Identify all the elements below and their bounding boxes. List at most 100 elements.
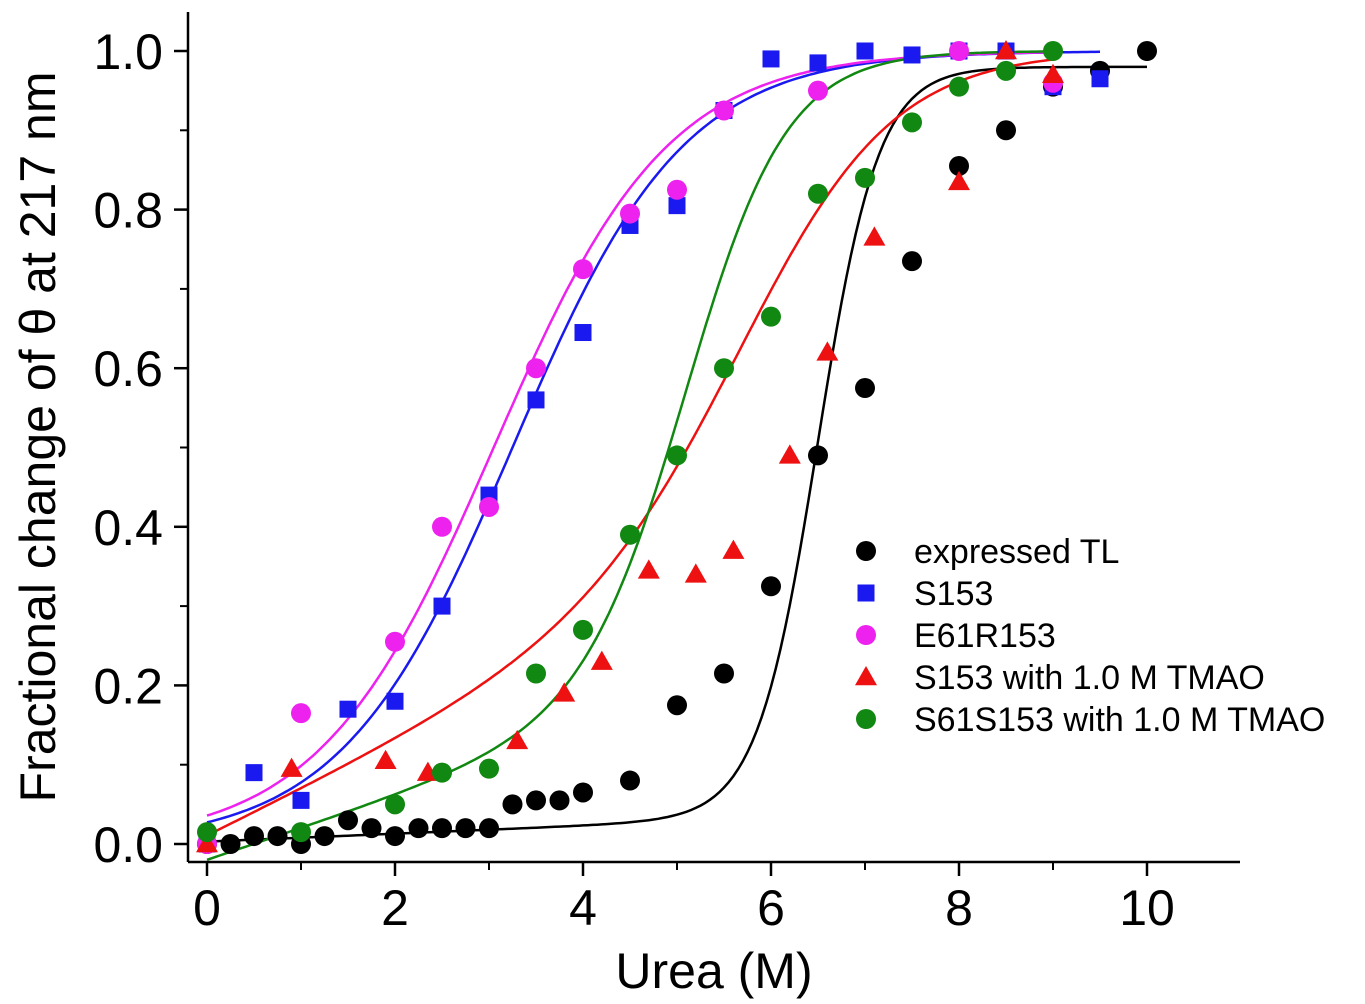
data-point: [778, 444, 801, 464]
data-point: [479, 496, 499, 517]
data-point: [292, 791, 310, 809]
data-point: [856, 42, 874, 60]
data-point: [949, 41, 969, 61]
data-point: [433, 597, 451, 615]
legend-label: S61S153 with 1.0 M TMAO: [914, 701, 1325, 739]
data-point: [714, 663, 734, 684]
y-tick-label: 0.6: [93, 341, 163, 397]
data-point: [506, 729, 529, 750]
data-point: [1137, 41, 1157, 61]
data-point: [280, 757, 303, 777]
data-point: [574, 324, 592, 342]
legend-label: E61R153: [914, 617, 1056, 655]
legend-marker: [856, 709, 876, 729]
x-tick-label: 2: [381, 880, 409, 936]
data-point: [549, 790, 570, 811]
data-point: [620, 203, 640, 224]
y-axis-label: Fractional change of θ at 217 nm: [10, 71, 66, 802]
data-point: [667, 695, 687, 716]
legend-marker: [855, 666, 877, 686]
data-point: [761, 576, 781, 597]
data-point: [667, 179, 687, 200]
data-point: [244, 826, 264, 847]
data-point: [902, 251, 922, 272]
data-point: [526, 358, 546, 379]
data-point: [855, 167, 875, 188]
data-point: [455, 818, 476, 839]
y-tick-label: 0.2: [93, 658, 163, 714]
legend-label: S153: [914, 575, 993, 613]
x-tick-label: 0: [193, 880, 221, 936]
data-point: [385, 794, 405, 815]
data-point: [267, 826, 288, 847]
legend-marker: [856, 541, 876, 561]
data-point: [996, 60, 1016, 81]
data-point: [684, 563, 707, 583]
data-point: [385, 826, 405, 847]
fit-curve: [206, 65, 1147, 843]
y-tick-label: 1.0: [93, 24, 163, 80]
data-point: [816, 341, 839, 361]
ticks: 0 2 4 6 8 10 0.0 0.2 0.4 0.6 0.8 1.0: [93, 24, 1174, 936]
y-tick-label: 0.8: [93, 183, 163, 239]
data-point: [408, 818, 429, 839]
data-point: [197, 822, 217, 843]
data-point: [949, 76, 969, 97]
data-point: [620, 770, 640, 791]
data-point: [196, 833, 218, 853]
data-point: [553, 682, 576, 702]
x-tick-label: 6: [757, 880, 785, 936]
data-point: [339, 700, 357, 718]
data-point: [432, 818, 452, 839]
x-tick-label: 8: [945, 880, 973, 936]
data-point: [808, 183, 828, 204]
data-point: [637, 559, 660, 579]
data-point: [291, 822, 311, 843]
data-point: [573, 619, 593, 640]
data-point: [722, 539, 745, 559]
data-point: [668, 197, 686, 215]
data-point: [1042, 63, 1064, 84]
data-point: [361, 818, 382, 839]
data-point: [903, 46, 921, 64]
data-point: [479, 818, 499, 839]
axes: [186, 12, 1240, 864]
legend: expressed TL S153 E61R153 S153 with 1.0 M T…: [855, 533, 1325, 739]
data-points: [196, 40, 1157, 854]
data-point: [949, 155, 969, 176]
data-point: [590, 650, 613, 670]
x-tick-label: 4: [569, 880, 597, 936]
data-point: [314, 826, 335, 847]
data-point: [432, 762, 452, 783]
data-point: [620, 524, 640, 545]
data-point: [995, 40, 1017, 60]
data-point: [667, 445, 687, 466]
data-point: [526, 790, 546, 811]
legend-label: S153 with 1.0 M TMAO: [914, 659, 1265, 697]
data-point: [374, 749, 397, 769]
data-point: [338, 810, 358, 831]
data-point: [479, 758, 499, 779]
y-tick-label: 0.4: [93, 500, 163, 556]
data-point: [714, 358, 734, 379]
data-point: [808, 445, 828, 466]
y-tick-label: 0.0: [93, 817, 163, 873]
data-point: [863, 226, 886, 246]
data-point: [902, 112, 922, 133]
data-point: [1091, 70, 1109, 88]
data-point: [762, 50, 780, 68]
data-point: [714, 100, 734, 121]
data-point: [385, 631, 405, 652]
data-point: [1043, 41, 1063, 61]
data-point: [245, 764, 263, 782]
data-point: [996, 120, 1016, 141]
data-point: [502, 794, 523, 815]
legend-label: expressed TL: [914, 533, 1119, 571]
data-point: [855, 378, 875, 399]
data-point: [291, 703, 311, 724]
x-axis-label: Urea (M): [615, 943, 812, 999]
legend-marker: [857, 584, 875, 602]
data-point: [526, 663, 546, 684]
data-point: [527, 391, 545, 409]
data-point: [573, 782, 593, 803]
